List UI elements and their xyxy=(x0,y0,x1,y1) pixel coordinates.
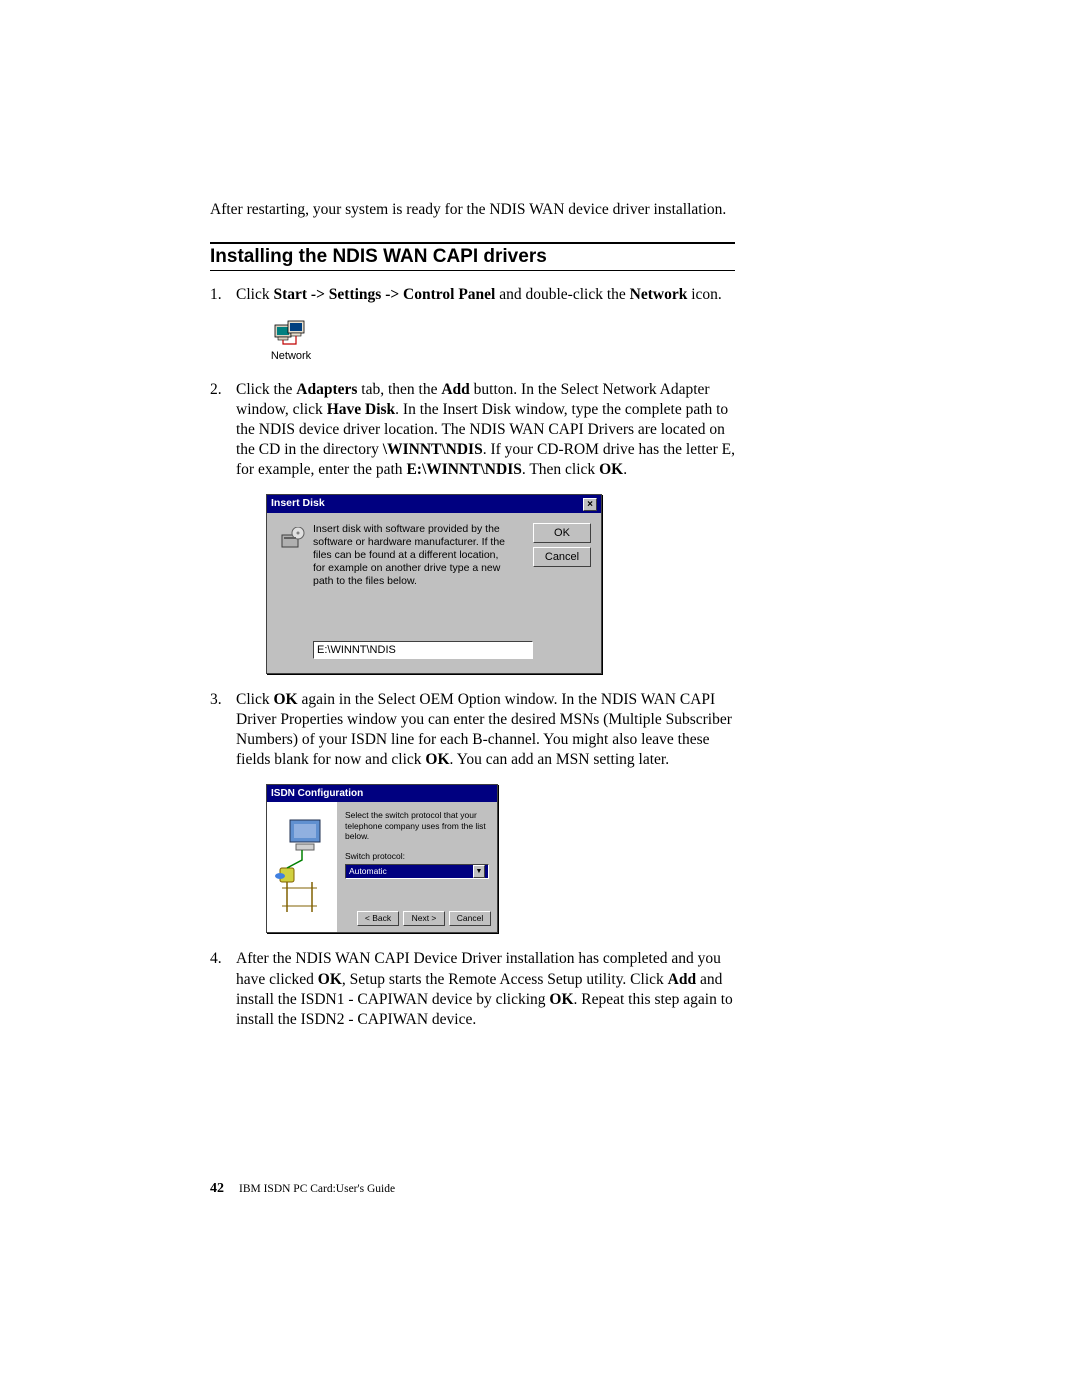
step-4: After the NDIS WAN CAPI Device Driver in… xyxy=(210,949,735,1030)
step-1-bold-network: Network xyxy=(630,286,688,303)
path-input[interactable]: E:\WINNT\NDIS xyxy=(313,641,533,659)
intro-text: After restarting, your system is ready f… xyxy=(210,200,735,220)
isdn-title: ISDN Configuration xyxy=(271,787,363,800)
insert-disk-text: Insert disk with software provided by th… xyxy=(313,523,513,589)
page-footer: 42 IBM ISDN PC Card:User's Guide xyxy=(210,1181,395,1197)
back-button[interactable]: < Back xyxy=(357,911,399,926)
step-1: Click Start -> Settings -> Control Panel… xyxy=(210,285,735,363)
isdn-instruction: Select the switch protocol that your tel… xyxy=(345,810,489,841)
page-number: 42 xyxy=(210,1181,224,1196)
insert-disk-title: Insert Disk xyxy=(271,497,325,511)
switch-protocol-value: Automatic xyxy=(349,866,387,877)
steps-list: Click Start -> Settings -> Control Panel… xyxy=(210,285,735,1030)
network-icon-label: Network xyxy=(266,349,316,363)
section-title: Installing the NDIS WAN CAPI drivers xyxy=(210,244,735,271)
insert-disk-titlebar: Insert Disk × xyxy=(267,495,601,513)
isdn-select-label: Switch protocol: xyxy=(345,851,489,862)
cancel-button[interactable]: Cancel xyxy=(449,911,491,926)
step-1-bold-path: Start -> Settings -> Control Panel xyxy=(273,286,495,303)
isdn-graphic-panel xyxy=(267,802,337,932)
cancel-button[interactable]: Cancel xyxy=(533,547,591,567)
disk-icon xyxy=(279,527,305,558)
network-icon xyxy=(274,319,308,347)
step-2: Click the Adapters tab, then the Add but… xyxy=(210,380,735,674)
insert-disk-body: Insert disk with software provided by th… xyxy=(267,513,601,673)
ok-button[interactable]: OK xyxy=(533,523,591,543)
insert-disk-dialog: Insert Disk × Insert disk with software … xyxy=(266,494,602,674)
isdn-config-dialog: ISDN Configuration xyxy=(266,784,498,933)
step-3: Click OK again in the Select OEM Option … xyxy=(210,690,735,934)
isdn-right-panel: Select the switch protocol that your tel… xyxy=(337,802,497,932)
switch-protocol-select[interactable]: Automatic ▼ xyxy=(345,864,489,879)
isdn-graphic-icon xyxy=(272,812,332,922)
isdn-titlebar: ISDN Configuration xyxy=(267,785,497,802)
network-icon-block: Network xyxy=(266,319,316,363)
chevron-down-icon[interactable]: ▼ xyxy=(473,865,485,878)
guide-title: IBM ISDN PC Card:User's Guide xyxy=(239,1183,395,1195)
next-button[interactable]: Next > xyxy=(403,911,445,926)
page-content: After restarting, your system is ready f… xyxy=(210,200,735,1046)
step-1-text: Click xyxy=(236,286,273,303)
close-icon[interactable]: × xyxy=(583,498,597,511)
